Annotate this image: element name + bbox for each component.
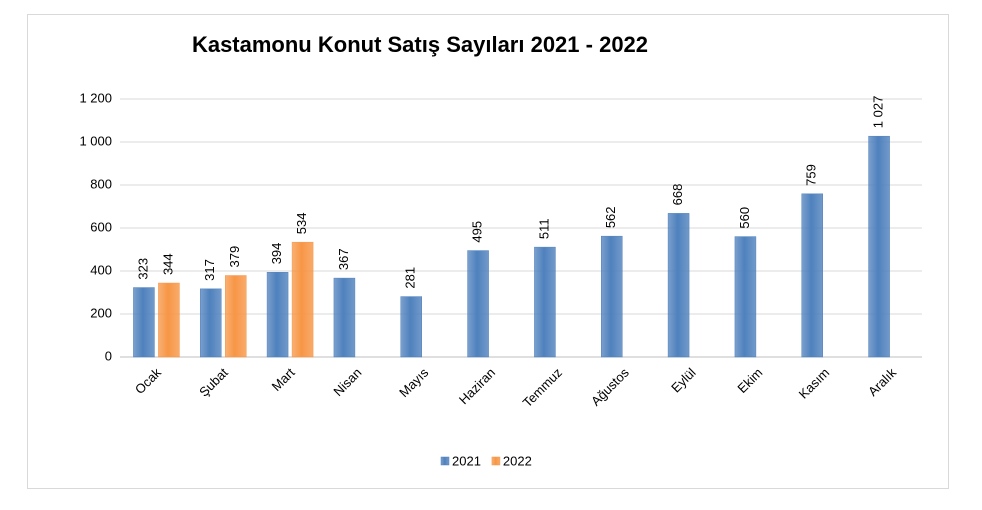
data-label: 394 — [269, 243, 284, 265]
data-label: 1 027 — [871, 96, 886, 129]
bar — [601, 235, 623, 358]
bar — [734, 236, 757, 358]
bar — [801, 193, 823, 358]
bar — [333, 277, 356, 358]
bar — [400, 296, 422, 358]
y-tick-label: 400 — [90, 262, 112, 277]
y-tick-label: 800 — [90, 176, 112, 191]
legend-label: 2022 — [503, 453, 532, 468]
chart-title: Kastamonu Konut Satış Sayıları 2021 - 20… — [192, 32, 648, 57]
legend-swatch — [440, 456, 450, 466]
data-label: 344 — [160, 253, 175, 275]
legend-label: 2021 — [452, 453, 481, 468]
y-tick-label: 200 — [90, 305, 112, 320]
bar — [200, 288, 222, 358]
y-tick-label: 1 200 — [79, 90, 112, 105]
y-tick-label: 1 000 — [79, 133, 112, 148]
data-label: 379 — [227, 246, 242, 268]
data-label: 323 — [135, 258, 150, 280]
bar — [291, 241, 314, 358]
data-label: 495 — [470, 221, 485, 243]
bar — [266, 272, 289, 358]
y-tick-label: 0 — [105, 348, 112, 363]
data-label: 367 — [336, 248, 351, 270]
y-tick-label: 600 — [90, 219, 112, 234]
bar — [133, 287, 155, 358]
bar — [467, 250, 489, 358]
bar — [534, 246, 556, 358]
bar — [868, 135, 890, 358]
data-label: 281 — [403, 267, 418, 289]
legend-swatch — [491, 456, 501, 466]
data-label: 534 — [294, 212, 309, 234]
data-label: 511 — [536, 218, 551, 239]
data-label: 317 — [202, 259, 217, 281]
bar — [158, 282, 180, 358]
data-label: 668 — [670, 184, 685, 206]
data-label: 562 — [603, 206, 618, 228]
bar — [225, 275, 247, 358]
bar — [667, 213, 690, 358]
data-label: 560 — [737, 207, 752, 229]
data-label: 759 — [804, 164, 819, 186]
